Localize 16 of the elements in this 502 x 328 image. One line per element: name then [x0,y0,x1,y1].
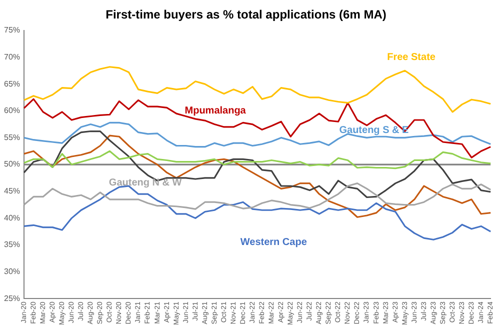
series-label: Gauteng N & W [108,178,182,189]
chart-title: First-time buyers as % total applications (6m MA) [106,8,386,22]
series-label: Mpumalanga [184,106,246,117]
y-tick-label: 45% [4,186,20,196]
series-label: Free State [387,52,436,63]
y-tick-label: 60% [4,106,20,116]
y-tick-label: 25% [4,294,20,303]
y-tick-label: 70% [4,52,20,62]
y-tick-label: 35% [4,240,20,250]
text: Western Cape [240,237,308,248]
y-tick-label: 75% [4,26,20,35]
y-tick-label: 65% [4,79,20,88]
y-tick-label: 40% [4,213,20,222]
y-tick-label: 30% [4,267,20,276]
y-tick-label: 50% [4,160,20,169]
y-tick-label: 55% [4,132,20,142]
